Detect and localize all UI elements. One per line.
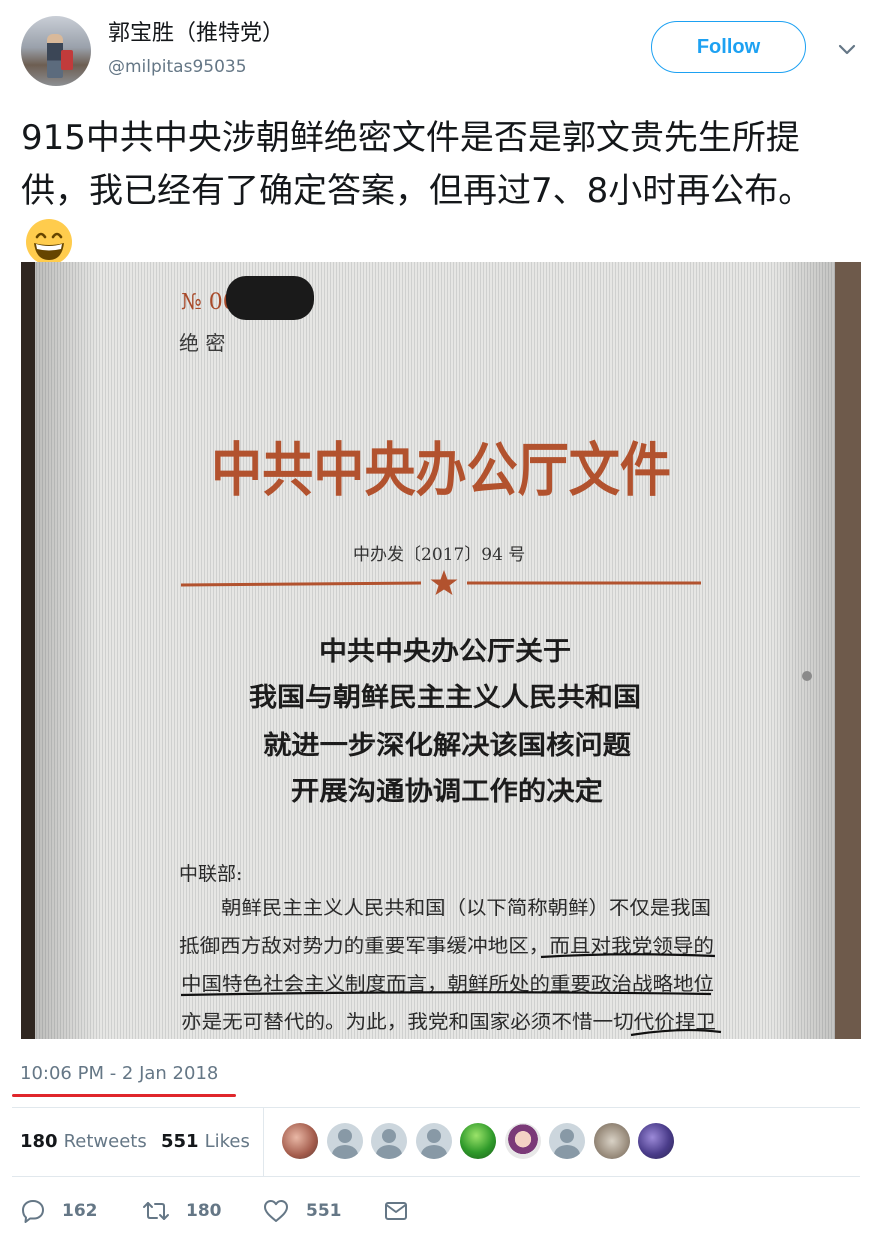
liker-avatar[interactable] [415, 1123, 452, 1159]
document-body-line: 亦是无可替代的。为此，我党和国家必须不惜一切代价捍卫 [181, 1011, 716, 1033]
liker-avatar[interactable] [326, 1123, 363, 1159]
liker-avatar[interactable] [638, 1123, 674, 1159]
star-icon [430, 570, 458, 595]
liker-avatars [282, 1123, 674, 1159]
likes-count: 551 [161, 1131, 199, 1152]
redaction-blot [226, 276, 314, 320]
liker-avatar[interactable] [593, 1123, 630, 1159]
retweets-stat[interactable]: 180 Retweets [20, 1130, 147, 1154]
document-body-line: 朝鲜民主主义人民共和国（以下简称朝鲜）不仅是我国 [221, 897, 711, 919]
handwritten-underline [630, 1028, 722, 1037]
reply-icon [22, 1200, 44, 1223]
document-title-line: 开展沟通协调工作的决定 [291, 776, 603, 807]
liker-avatar[interactable] [282, 1123, 318, 1159]
author-display-name[interactable]: 郭宝胜（推特党） [108, 21, 285, 46]
handwritten-underline [180, 991, 712, 997]
liker-avatar[interactable] [460, 1123, 496, 1159]
retweet-button[interactable]: 180 [142, 1198, 222, 1224]
document-body-line: 中国特色社会主义制度而言，朝鲜所处的重要政治战略地位 [181, 973, 714, 995]
stats-divider [263, 1108, 264, 1176]
divider [12, 1176, 860, 1177]
tweet-timestamp[interactable]: 10:06 PM - 2 Jan 2018 [20, 1063, 219, 1084]
document-secret-mark: 绝 密 [179, 331, 225, 355]
likes-label: Likes [204, 1131, 250, 1152]
document-title-line: 中共中央办公厅关于 [319, 637, 571, 667]
red-underline-annotation [12, 1094, 236, 1097]
envelope-icon [385, 1202, 407, 1220]
author-avatar[interactable] [21, 16, 91, 86]
retweets-label: Retweets [63, 1131, 147, 1152]
chevron-down-icon[interactable] [836, 38, 858, 60]
document-body-line: 抵御西方敌对势力的重要军事缓冲地区，而且对我党领导的 [179, 935, 714, 957]
divider [12, 1107, 860, 1108]
direct-message-button[interactable] [383, 1198, 409, 1224]
liker-avatar[interactable] [504, 1123, 541, 1159]
retweet-count: 180 [186, 1201, 222, 1221]
document-issue-number: 中办发〔2017〕94 号 [353, 545, 525, 565]
reply-count: 162 [62, 1201, 98, 1221]
heart-icon [264, 1200, 288, 1222]
document-addressee: 中联部: [179, 863, 242, 885]
likes-stat[interactable]: 551 Likes [161, 1130, 250, 1154]
follow-button[interactable]: Follow [651, 21, 806, 73]
like-button[interactable]: 551 [262, 1198, 342, 1224]
retweet-icon [143, 1202, 169, 1220]
tweet-photo[interactable]: № 00 绝 密 中共中央办公厅文件 中办发〔2017〕94 号 中共中央办公厅… [21, 262, 861, 1039]
document-title-line: 我国与朝鲜民主主义人民共和国 [249, 682, 641, 713]
document-header: 中共中央办公厅文件 [211, 436, 671, 504]
retweets-count: 180 [20, 1131, 58, 1152]
document-title-line: 就进一步深化解决该国核问题 [263, 730, 631, 761]
author-handle[interactable]: @milpitas95035 [108, 57, 247, 77]
liker-avatar[interactable] [549, 1123, 585, 1159]
tweet-text-content: 915中共中央涉朝鲜绝密文件是否是郭文贵先生所提供，我已经有了确定答案，但再过7… [21, 118, 813, 211]
handwritten-underline [540, 953, 716, 959]
like-count: 551 [306, 1201, 342, 1221]
grinning-face-emoji-icon [26, 219, 72, 265]
tweet-text: 915中共中央涉朝鲜绝密文件是否是郭文贵先生所提供，我已经有了确定答案，但再过7… [21, 112, 861, 274]
liker-avatar[interactable] [371, 1123, 407, 1159]
reply-button[interactable]: 162 [20, 1198, 98, 1224]
